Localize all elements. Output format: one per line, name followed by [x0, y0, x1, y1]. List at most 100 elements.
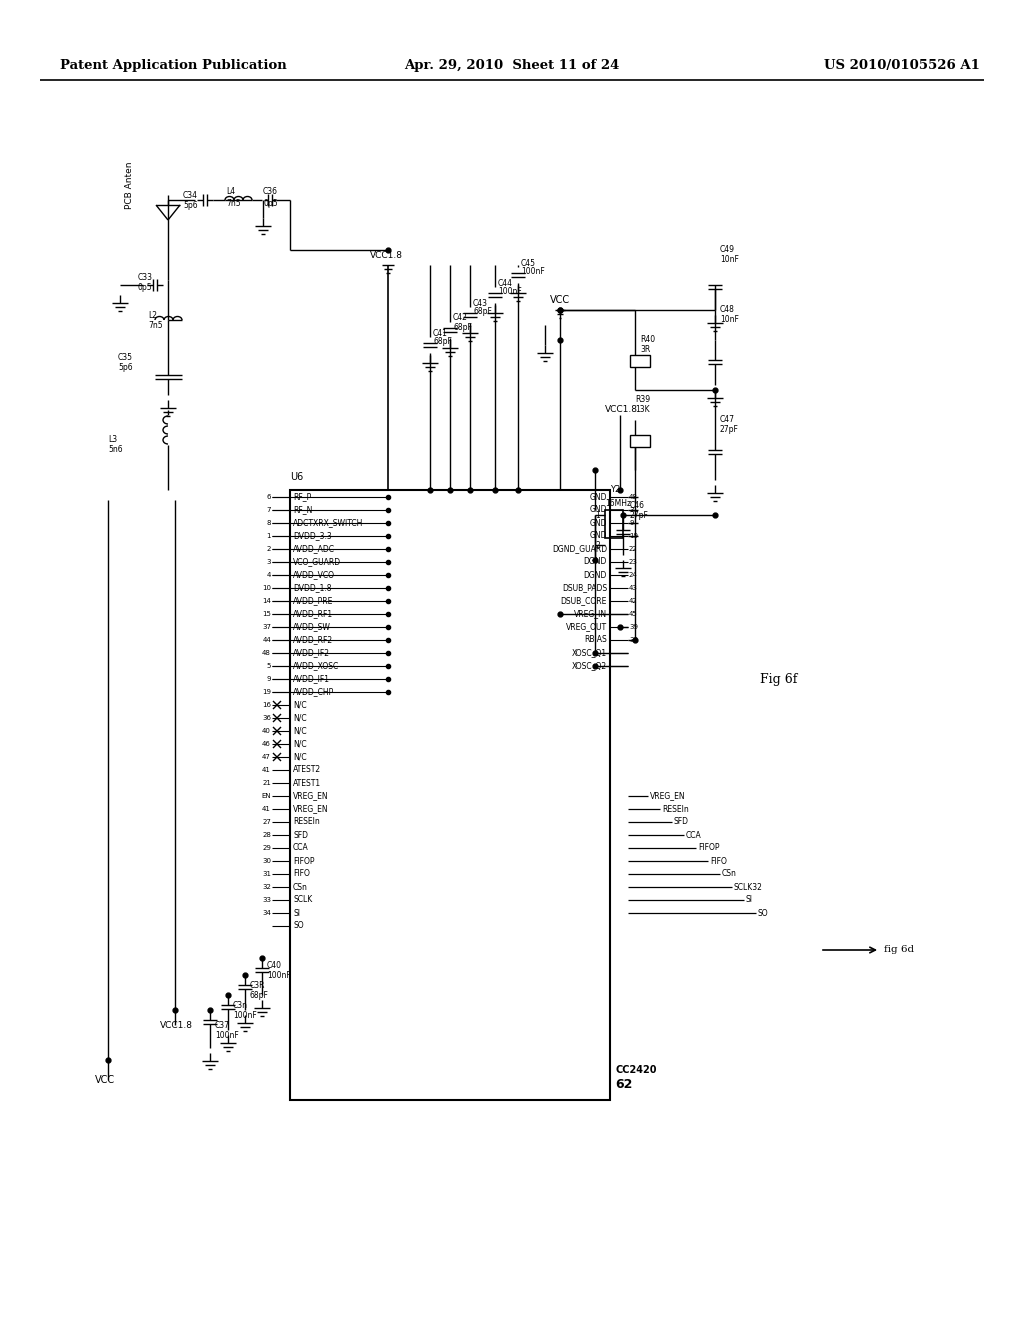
Text: 45: 45 [629, 611, 638, 616]
Text: Y2: Y2 [610, 486, 621, 495]
Text: 32: 32 [262, 884, 271, 890]
Text: DVDD_1.8: DVDD_1.8 [293, 583, 332, 593]
Text: PCB Anten: PCB Anten [126, 161, 134, 209]
Text: GND: GND [590, 492, 607, 502]
Text: R40: R40 [640, 335, 655, 345]
Text: VCC: VCC [550, 294, 570, 305]
Text: FIFO: FIFO [293, 870, 310, 879]
Text: CCA: CCA [686, 830, 701, 840]
Text: fig 6d: fig 6d [884, 945, 914, 954]
Text: 23: 23 [629, 558, 638, 565]
Text: 5p6: 5p6 [183, 202, 198, 210]
Text: 28: 28 [262, 832, 271, 838]
Text: C37: C37 [215, 1020, 230, 1030]
Text: C44: C44 [498, 279, 513, 288]
Bar [630, 355, 650, 367]
Text: C47: C47 [720, 416, 735, 425]
Text: 41: 41 [262, 807, 271, 812]
Text: 68pF: 68pF [453, 322, 472, 331]
Text: 10nF: 10nF [720, 315, 739, 325]
Text: 5n6: 5n6 [108, 446, 123, 454]
Text: RESEIn: RESEIn [293, 817, 319, 826]
Text: L2: L2 [148, 310, 157, 319]
Text: VCC1.8: VCC1.8 [160, 1020, 193, 1030]
Text: CSn: CSn [293, 883, 308, 891]
Text: 27: 27 [262, 818, 271, 825]
Text: 10nF: 10nF [720, 256, 739, 264]
Text: 1: 1 [595, 511, 600, 520]
Text: 41: 41 [262, 767, 271, 774]
Text: 13K: 13K [635, 405, 649, 414]
Text: 3R: 3R [640, 346, 650, 355]
Text: 0p5: 0p5 [263, 198, 278, 207]
Text: RF_P: RF_P [293, 492, 311, 502]
Text: C3n: C3n [233, 1001, 248, 1010]
Text: 9: 9 [629, 520, 634, 525]
Text: 33: 33 [262, 898, 271, 903]
Text: 27pF: 27pF [720, 425, 739, 434]
Text: SO: SO [758, 908, 769, 917]
Text: C42: C42 [453, 314, 468, 322]
Text: AVDD_VCO: AVDD_VCO [293, 570, 335, 579]
Text: VREG_OUT: VREG_OUT [566, 623, 607, 631]
Text: RF_N: RF_N [293, 506, 312, 515]
Text: GND: GND [590, 519, 607, 528]
Text: 10: 10 [262, 585, 271, 591]
Text: 31: 31 [262, 871, 271, 876]
Text: AVDD_IF2: AVDD_IF2 [293, 648, 330, 657]
Text: 5p6: 5p6 [118, 363, 133, 372]
Text: EN: EN [261, 793, 271, 799]
Text: RESEIn: RESEIn [662, 804, 689, 813]
Text: VREG_EN: VREG_EN [293, 804, 329, 813]
Text: SCLK32: SCLK32 [734, 883, 763, 891]
Text: C33: C33 [138, 273, 153, 282]
Text: SI: SI [746, 895, 753, 904]
Text: 30: 30 [262, 858, 271, 865]
Text: 68pF: 68pF [473, 308, 492, 317]
Text: AVDD_PRE: AVDD_PRE [293, 597, 334, 606]
Text: 3: 3 [266, 558, 271, 565]
Text: 8: 8 [266, 520, 271, 525]
Text: L4: L4 [226, 187, 236, 197]
Text: 2: 2 [595, 540, 600, 549]
Text: GND: GND [590, 532, 607, 540]
Text: 100nF: 100nF [215, 1031, 239, 1040]
Text: AVDD_ADC: AVDD_ADC [293, 544, 335, 553]
Text: 21: 21 [262, 780, 271, 785]
Text: 15: 15 [262, 611, 271, 616]
Text: 100nF: 100nF [498, 288, 522, 297]
Text: 34: 34 [262, 909, 271, 916]
Text: AVDD_CHP: AVDD_CHP [293, 688, 334, 697]
Text: 100nF: 100nF [521, 268, 545, 276]
Text: 43: 43 [629, 585, 638, 591]
Text: 68pF: 68pF [433, 338, 452, 346]
Text: SO: SO [293, 921, 304, 931]
Text: 5: 5 [266, 663, 271, 669]
Text: ATEST2: ATEST2 [293, 766, 322, 775]
Text: 6: 6 [266, 494, 271, 500]
Text: N/C: N/C [293, 752, 306, 762]
Text: GND: GND [590, 506, 607, 515]
Text: DSUB_PADS: DSUB_PADS [562, 583, 607, 593]
Bar [290, 490, 610, 1100]
Text: C36: C36 [263, 187, 278, 197]
Text: VCO_GUARD: VCO_GUARD [293, 557, 341, 566]
Text: C43: C43 [473, 298, 488, 308]
Text: 3: 3 [629, 507, 634, 513]
Text: C41: C41 [433, 329, 447, 338]
Text: ATEST1: ATEST1 [293, 779, 322, 788]
Bar [630, 436, 650, 447]
Text: XOSC_Q1: XOSC_Q1 [571, 648, 607, 657]
Text: AVDD_RF2: AVDD_RF2 [293, 635, 333, 644]
Text: Apr. 29, 2010  Sheet 11 of 24: Apr. 29, 2010 Sheet 11 of 24 [404, 58, 620, 71]
Text: 2: 2 [266, 546, 271, 552]
Text: 24: 24 [629, 572, 638, 578]
Text: 62: 62 [615, 1078, 633, 1092]
Text: 27pF: 27pF [630, 511, 649, 520]
Text: 42: 42 [629, 598, 638, 605]
Text: VCC1.8: VCC1.8 [605, 405, 638, 414]
Text: 19: 19 [629, 533, 638, 539]
Text: 44: 44 [262, 638, 271, 643]
Text: 7: 7 [266, 507, 271, 513]
Text: SFD: SFD [674, 817, 689, 826]
